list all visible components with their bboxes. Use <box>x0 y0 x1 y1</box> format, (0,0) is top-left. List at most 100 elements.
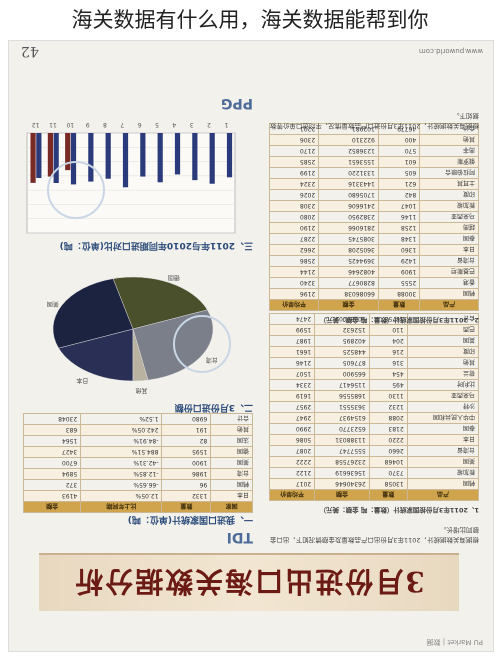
page-number: 42 <box>21 43 39 59</box>
left-table2-cell: 1331220 <box>318 167 379 179</box>
left-table-cell: 巴西 <box>407 324 479 336</box>
left-table-row: 荷兰 454 665900 1507 <box>269 368 479 380</box>
left-table2-cell: 2662 <box>269 244 319 256</box>
bar <box>174 133 181 175</box>
left-table-cell: 2957 <box>269 401 315 413</box>
bar <box>140 133 146 177</box>
tdi-table-cell: 23048 <box>23 413 81 425</box>
left-table2-cell: 2196 <box>269 288 319 300</box>
tdi-table-cell: 法国 <box>210 435 253 447</box>
x-tick-label: 2 <box>207 121 211 128</box>
left-table-row: 其他 316 877605 2146 <box>269 357 479 369</box>
left-table-cell: 英国 <box>407 335 479 347</box>
left-table2-cell: 泰国 <box>419 233 479 245</box>
left-table-cell: 中华人民共和国 <box>407 412 479 424</box>
left-table-cell: 马来西亚 <box>407 390 479 402</box>
tdi-table-row: 韩国 96 -66.65% 372 <box>23 479 253 491</box>
tdi-table-cell: 1.52% <box>80 413 162 425</box>
left-table-row: 沙特 1232 3635551 2957 <box>269 401 479 413</box>
left-table-cell: 216 <box>369 346 408 358</box>
tdi-table-cell: 6980 <box>161 413 211 425</box>
left-table2-row: 巴基斯坦 1909 4082646 2144 <box>269 266 479 278</box>
left-table2-cell: 1443316 <box>318 178 379 190</box>
left-table2-cell: 1236852 <box>318 145 379 157</box>
tdi-table-row: 合计 6980 1.52% 23048 <box>23 413 253 425</box>
page-footer: www.puworld.com <box>418 47 483 55</box>
left-table-cell: 2017 <box>269 478 315 490</box>
tdi-table-row: 日本 1332 12.05% 4193 <box>23 490 253 502</box>
left-table2-cell: 1909 <box>378 266 420 278</box>
tdi-country-table: 国家 数量 比上年同期 金额 日本 1332 12.05% 4193 韩国 96 -66.65% 3… <box>23 413 253 513</box>
tdi-table-cell: 日本 <box>210 490 253 502</box>
left-table-cell: 2122 <box>269 467 315 479</box>
tdi-table-cell: 12.05% <box>80 490 162 502</box>
left-table-cell: 美国 <box>407 456 479 468</box>
left-table2-cell: 1047 <box>378 200 420 212</box>
bar <box>65 133 71 171</box>
left-table-cell: 6523770 <box>314 423 370 435</box>
left-table-cell: 454 <box>369 368 408 380</box>
bar <box>47 133 53 177</box>
tdi-table-cell: 5894 <box>23 468 81 480</box>
tdi-table-header-1: 数量 <box>161 501 211 513</box>
left-table-cell: 448525 <box>314 346 370 358</box>
left-table-header-1: 数量 <box>369 489 408 501</box>
left-table2-cell: 印度 <box>419 189 479 201</box>
left-table-row: 印度 216 448525 1661 <box>269 346 479 358</box>
left-table2-row: 马来西亚 1146 2382950 2080 <box>269 211 479 223</box>
left-table-cell: 402895 <box>314 335 370 347</box>
tdi-table-row: 美国 1900 -42.31% 6700 <box>23 457 253 469</box>
left-table-cell: 比利时 <box>407 379 479 391</box>
left-table-cell: 495 <box>369 379 408 391</box>
tdi-table-cell: 683 <box>23 424 81 436</box>
bar <box>70 133 77 185</box>
left-table2-cell: 2170 <box>269 145 319 157</box>
left-table-row: 马来西亚 1130 1685556 1619 <box>269 390 479 402</box>
tdi-table-cell: 1332 <box>161 490 211 502</box>
section-yoy: 三、2011年与2010年同期进口对比(单位：吨) <box>59 240 253 250</box>
magazine-page: PU Market | 数据 3月份进出口海关数据分析 根据海关数据统计，201… <box>8 40 494 652</box>
left-table2-cell: 601 <box>378 156 420 168</box>
tdi-table-header-3: 金额 <box>23 501 81 513</box>
left-table2-cell: 2324 <box>269 178 319 190</box>
left-table-cell: 日本 <box>407 434 479 446</box>
intro-paragraph: 根据海关数据统计，2011年3月份出口产品数量及金额情况如下，出口金额同比增长。 <box>269 526 479 544</box>
left-table-cell: 1685556 <box>314 390 370 402</box>
left-table2-cell: 2586 <box>269 255 319 267</box>
left-table2-cell: 日本 <box>419 244 479 256</box>
left-table2-cell: 4082646 <box>318 266 379 278</box>
left-table2-cell: 2306 <box>269 134 319 146</box>
tdi-table-cell: 合计 <box>210 413 253 425</box>
left-table2-cell: 3240 <box>269 277 319 289</box>
left-table2-row: 越南 1258 2816066 2190 <box>269 222 479 234</box>
left-table-cell: 11388031 <box>314 434 370 446</box>
left-table-cell: 3635551 <box>314 401 370 413</box>
pie-slice <box>112 276 208 330</box>
left-table2-row: 其他 400 922310 2306 <box>269 134 479 146</box>
bar <box>209 133 215 184</box>
left-table-cell: 23267558 <box>314 456 370 468</box>
left-table-cell: 2220 <box>369 434 408 446</box>
left-table2-cell: 巴基斯坦 <box>419 266 479 278</box>
left-table2-cell: 1429 <box>378 255 420 267</box>
left-table-cell: 152632 <box>314 324 370 336</box>
left-table2-cell: 2144 <box>269 266 319 278</box>
title-band: 3月份进出口海关数据分析 <box>39 553 459 611</box>
left-table2-cell: 922310 <box>318 134 379 146</box>
left-table-cell: 13058 <box>369 478 408 490</box>
left-table2-cell: 2026 <box>269 189 319 201</box>
left-table-cell: 1599 <box>269 324 315 336</box>
left-table-cell: 泰国 <box>407 423 479 435</box>
x-tick-label: 5 <box>155 121 159 128</box>
left-table-cell: 10468 <box>369 456 408 468</box>
bar <box>226 133 233 178</box>
bar <box>88 133 94 182</box>
tdi-table-cell: 1564 <box>23 435 81 447</box>
left-table2-cell: 台湾省 <box>419 255 479 267</box>
left-table2-cell: 570 <box>378 145 420 157</box>
left-table2-cell: 阿拉伯联合 <box>419 167 479 179</box>
page-title: 3月份进出口海关数据分析 <box>73 565 425 598</box>
tdi-table-cell: -84.91% <box>80 435 162 447</box>
left-table-cell: 2183 <box>369 423 408 435</box>
left-table-cell: 2222 <box>269 456 315 468</box>
